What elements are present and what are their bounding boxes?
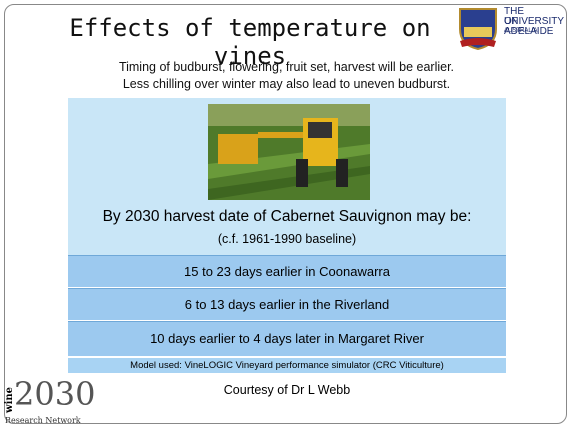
heading: By 2030 harvest date of Cabernet Sauvign… [102,208,472,225]
model-note: Model used: VineLOGIC Vineyard performan… [68,358,506,373]
wine2030-logo: wine 2030 Research Network [4,375,99,427]
slide-frame [4,4,567,424]
logo-number: 2030 [14,375,96,413]
projection-row: 10 days earlier to 4 days later in Marga… [68,321,506,356]
intro-line: Less chilling over winter may also lead … [122,77,451,91]
slide-title: Effects of temperature on vines [69,14,431,70]
logo-line: OF ADELAIDE [504,16,554,37]
crest [459,8,497,51]
harvester-photo [208,104,370,200]
university-logo: THE UNIVERSITY OF ADELAIDE AUSTRALIA [456,5,568,51]
logo-line: AUSTRALIA [504,28,538,34]
projection-row: 6 to 13 days earlier in the Riverland [68,288,506,320]
intro-line: Timing of budburst, flowering, fruit set… [118,60,455,74]
logo-line: THE UNIVERSITY [504,6,565,27]
courtesy: Courtesy of Dr L Webb [223,383,351,397]
logo-tagline: Research Network [5,416,81,425]
baseline-note: (c.f. 1961-1990 baseline) [217,232,357,246]
projection-row: 15 to 23 days earlier in Coonawarra [68,255,506,287]
